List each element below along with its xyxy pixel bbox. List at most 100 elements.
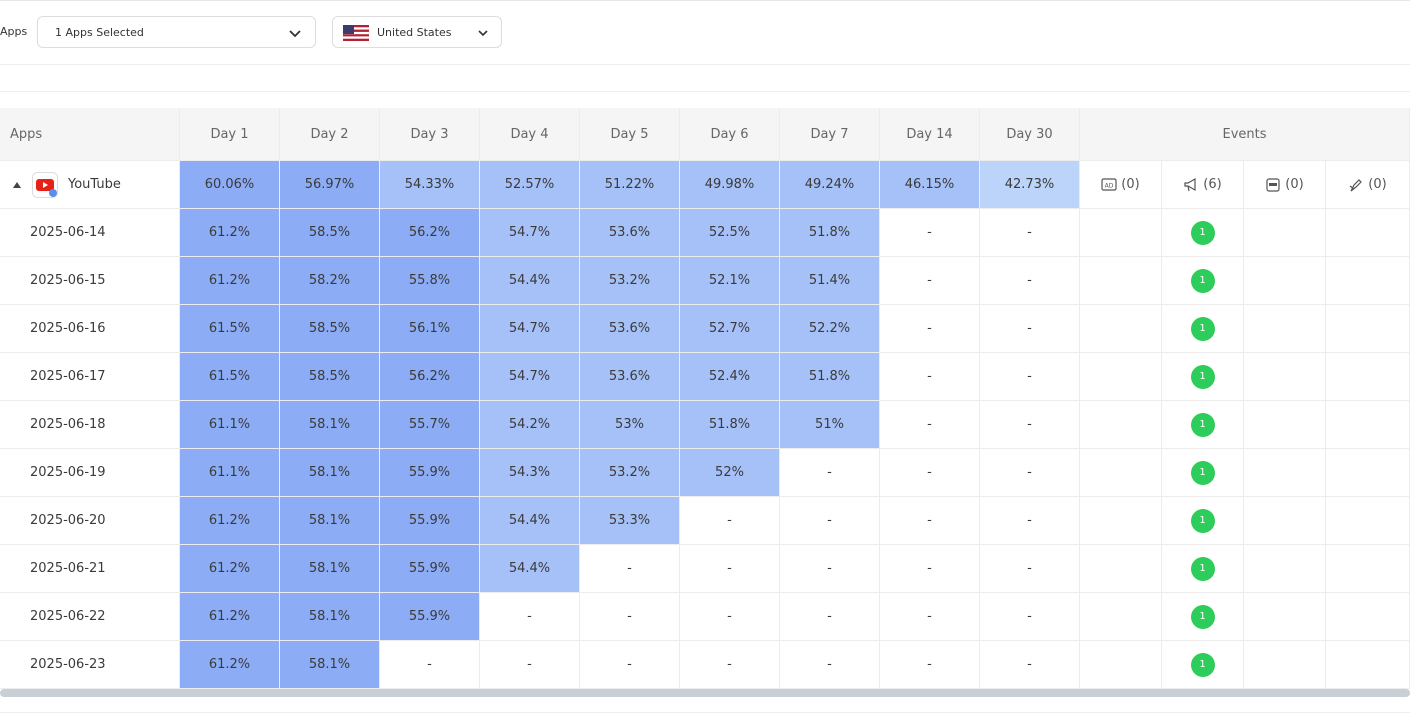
event-badge[interactable]: 1: [1190, 604, 1215, 629]
chevron: [289, 30, 301, 38]
retention-cell: 53.6%: [580, 209, 680, 257]
event-cell: 1: [1162, 353, 1244, 401]
retention-cell: -: [980, 305, 1080, 353]
retention-cell: 58.1%: [280, 545, 380, 593]
retention-cell: 53.6%: [580, 305, 680, 353]
retention-cell: -: [880, 641, 980, 689]
event-cell: [1326, 593, 1410, 641]
date-cell: 2025-06-23: [0, 641, 180, 689]
retention-cell: -: [980, 209, 1080, 257]
apps-dropdown[interactable]: 1 Apps Selected: [37, 16, 316, 48]
retention-cell: 52.57%: [480, 161, 580, 209]
event-cell: 1: [1162, 641, 1244, 689]
retention-cell: 53.2%: [580, 449, 680, 497]
retention-cell: 61.2%: [180, 545, 280, 593]
retention-cell: -: [980, 545, 1080, 593]
divider: [0, 91, 1410, 92]
retention-cell: 55.9%: [380, 449, 480, 497]
retention-cell: 54.2%: [480, 401, 580, 449]
retention-cell: 53.2%: [580, 257, 680, 305]
column-header: Day 30: [980, 108, 1080, 161]
retention-cell: -: [680, 641, 780, 689]
event-cell: [1326, 257, 1410, 305]
event-cell: [1326, 497, 1410, 545]
retention-cell: 58.1%: [280, 497, 380, 545]
retention-cell: 61.2%: [180, 497, 280, 545]
event-count-cell[interactable]: (6): [1162, 161, 1244, 209]
column-header: Day 2: [280, 108, 380, 161]
retention-cell: 58.1%: [280, 449, 380, 497]
date-cell: 2025-06-19: [0, 449, 180, 497]
event-badge[interactable]: 1: [1190, 316, 1215, 341]
app-icon: [32, 171, 58, 198]
scrollbar[interactable]: [0, 689, 1410, 697]
retention-cell: 54.4%: [480, 497, 580, 545]
event-cell: 1: [1162, 257, 1244, 305]
event-cell: [1080, 305, 1162, 353]
event-cell: [1080, 401, 1162, 449]
retention-cell: 56.1%: [380, 305, 480, 353]
retention-cell: -: [980, 353, 1080, 401]
event-cell: 1: [1162, 401, 1244, 449]
event-badge[interactable]: 1: [1190, 220, 1215, 245]
country-dropdown[interactable]: United States: [332, 16, 502, 48]
event-badge[interactable]: 1: [1190, 508, 1215, 533]
event-badge[interactable]: 1: [1190, 652, 1215, 677]
app-name: YouTube: [68, 177, 121, 192]
retention-cell: 55.8%: [380, 257, 480, 305]
event-badge[interactable]: 1: [1190, 556, 1215, 581]
retention-cell: 61.5%: [180, 353, 280, 401]
retention-cell: 52.2%: [780, 305, 880, 353]
event-count: (0): [1121, 177, 1140, 192]
event-cell: [1080, 641, 1162, 689]
retention-cell: 58.2%: [280, 257, 380, 305]
retention-cell: 49.98%: [680, 161, 780, 209]
event-cell: [1080, 257, 1162, 305]
retention-cell: 58.5%: [280, 305, 380, 353]
event-cell: [1080, 497, 1162, 545]
retention-cell: -: [980, 497, 1080, 545]
date-cell: 2025-06-18: [0, 401, 180, 449]
retention-cell: 54.7%: [480, 305, 580, 353]
divider: [0, 712, 1410, 713]
retention-cell: 61.2%: [180, 593, 280, 641]
event-badge[interactable]: 1: [1190, 268, 1215, 293]
retention-cell: 52%: [680, 449, 780, 497]
retention-cell: 52.4%: [680, 353, 780, 401]
event-badge[interactable]: 1: [1190, 460, 1215, 485]
retention-cell: -: [680, 545, 780, 593]
retention-cell: 49.24%: [780, 161, 880, 209]
retention-cell: -: [980, 449, 1080, 497]
app-cell[interactable]: YouTube: [0, 161, 180, 209]
event-badge[interactable]: 1: [1190, 412, 1215, 437]
retention-cell: 55.9%: [380, 545, 480, 593]
retention-cell: -: [780, 497, 880, 545]
us-flag: [343, 25, 369, 41]
retention-cell: -: [380, 641, 480, 689]
chevron: [478, 30, 488, 37]
retention-cell: -: [880, 545, 980, 593]
retention-cell: -: [880, 401, 980, 449]
filter-label: Apps: [0, 25, 28, 38]
event-cell: [1326, 305, 1410, 353]
column-header: Events: [1080, 108, 1410, 161]
event-cell: [1326, 449, 1410, 497]
event-count-cell[interactable]: AD (0): [1080, 161, 1162, 209]
event-cell: [1080, 545, 1162, 593]
event-count-cell[interactable]: (0): [1244, 161, 1326, 209]
event-cell: [1326, 353, 1410, 401]
event-count-cell[interactable]: (0): [1326, 161, 1410, 209]
retention-cell: 51.4%: [780, 257, 880, 305]
event-cell: [1080, 209, 1162, 257]
retention-cell: 61.2%: [180, 209, 280, 257]
column-header: Apps: [0, 108, 180, 161]
collapse-caret[interactable]: [12, 181, 22, 189]
date-cell: 2025-06-14: [0, 209, 180, 257]
event-badge[interactable]: 1: [1190, 364, 1215, 389]
retention-cell: 51.8%: [780, 353, 880, 401]
retention-cell: 53.6%: [580, 353, 680, 401]
event-cell: [1244, 209, 1326, 257]
retention-cell: -: [680, 593, 780, 641]
event-cell: 1: [1162, 497, 1244, 545]
event-cell: 1: [1162, 209, 1244, 257]
